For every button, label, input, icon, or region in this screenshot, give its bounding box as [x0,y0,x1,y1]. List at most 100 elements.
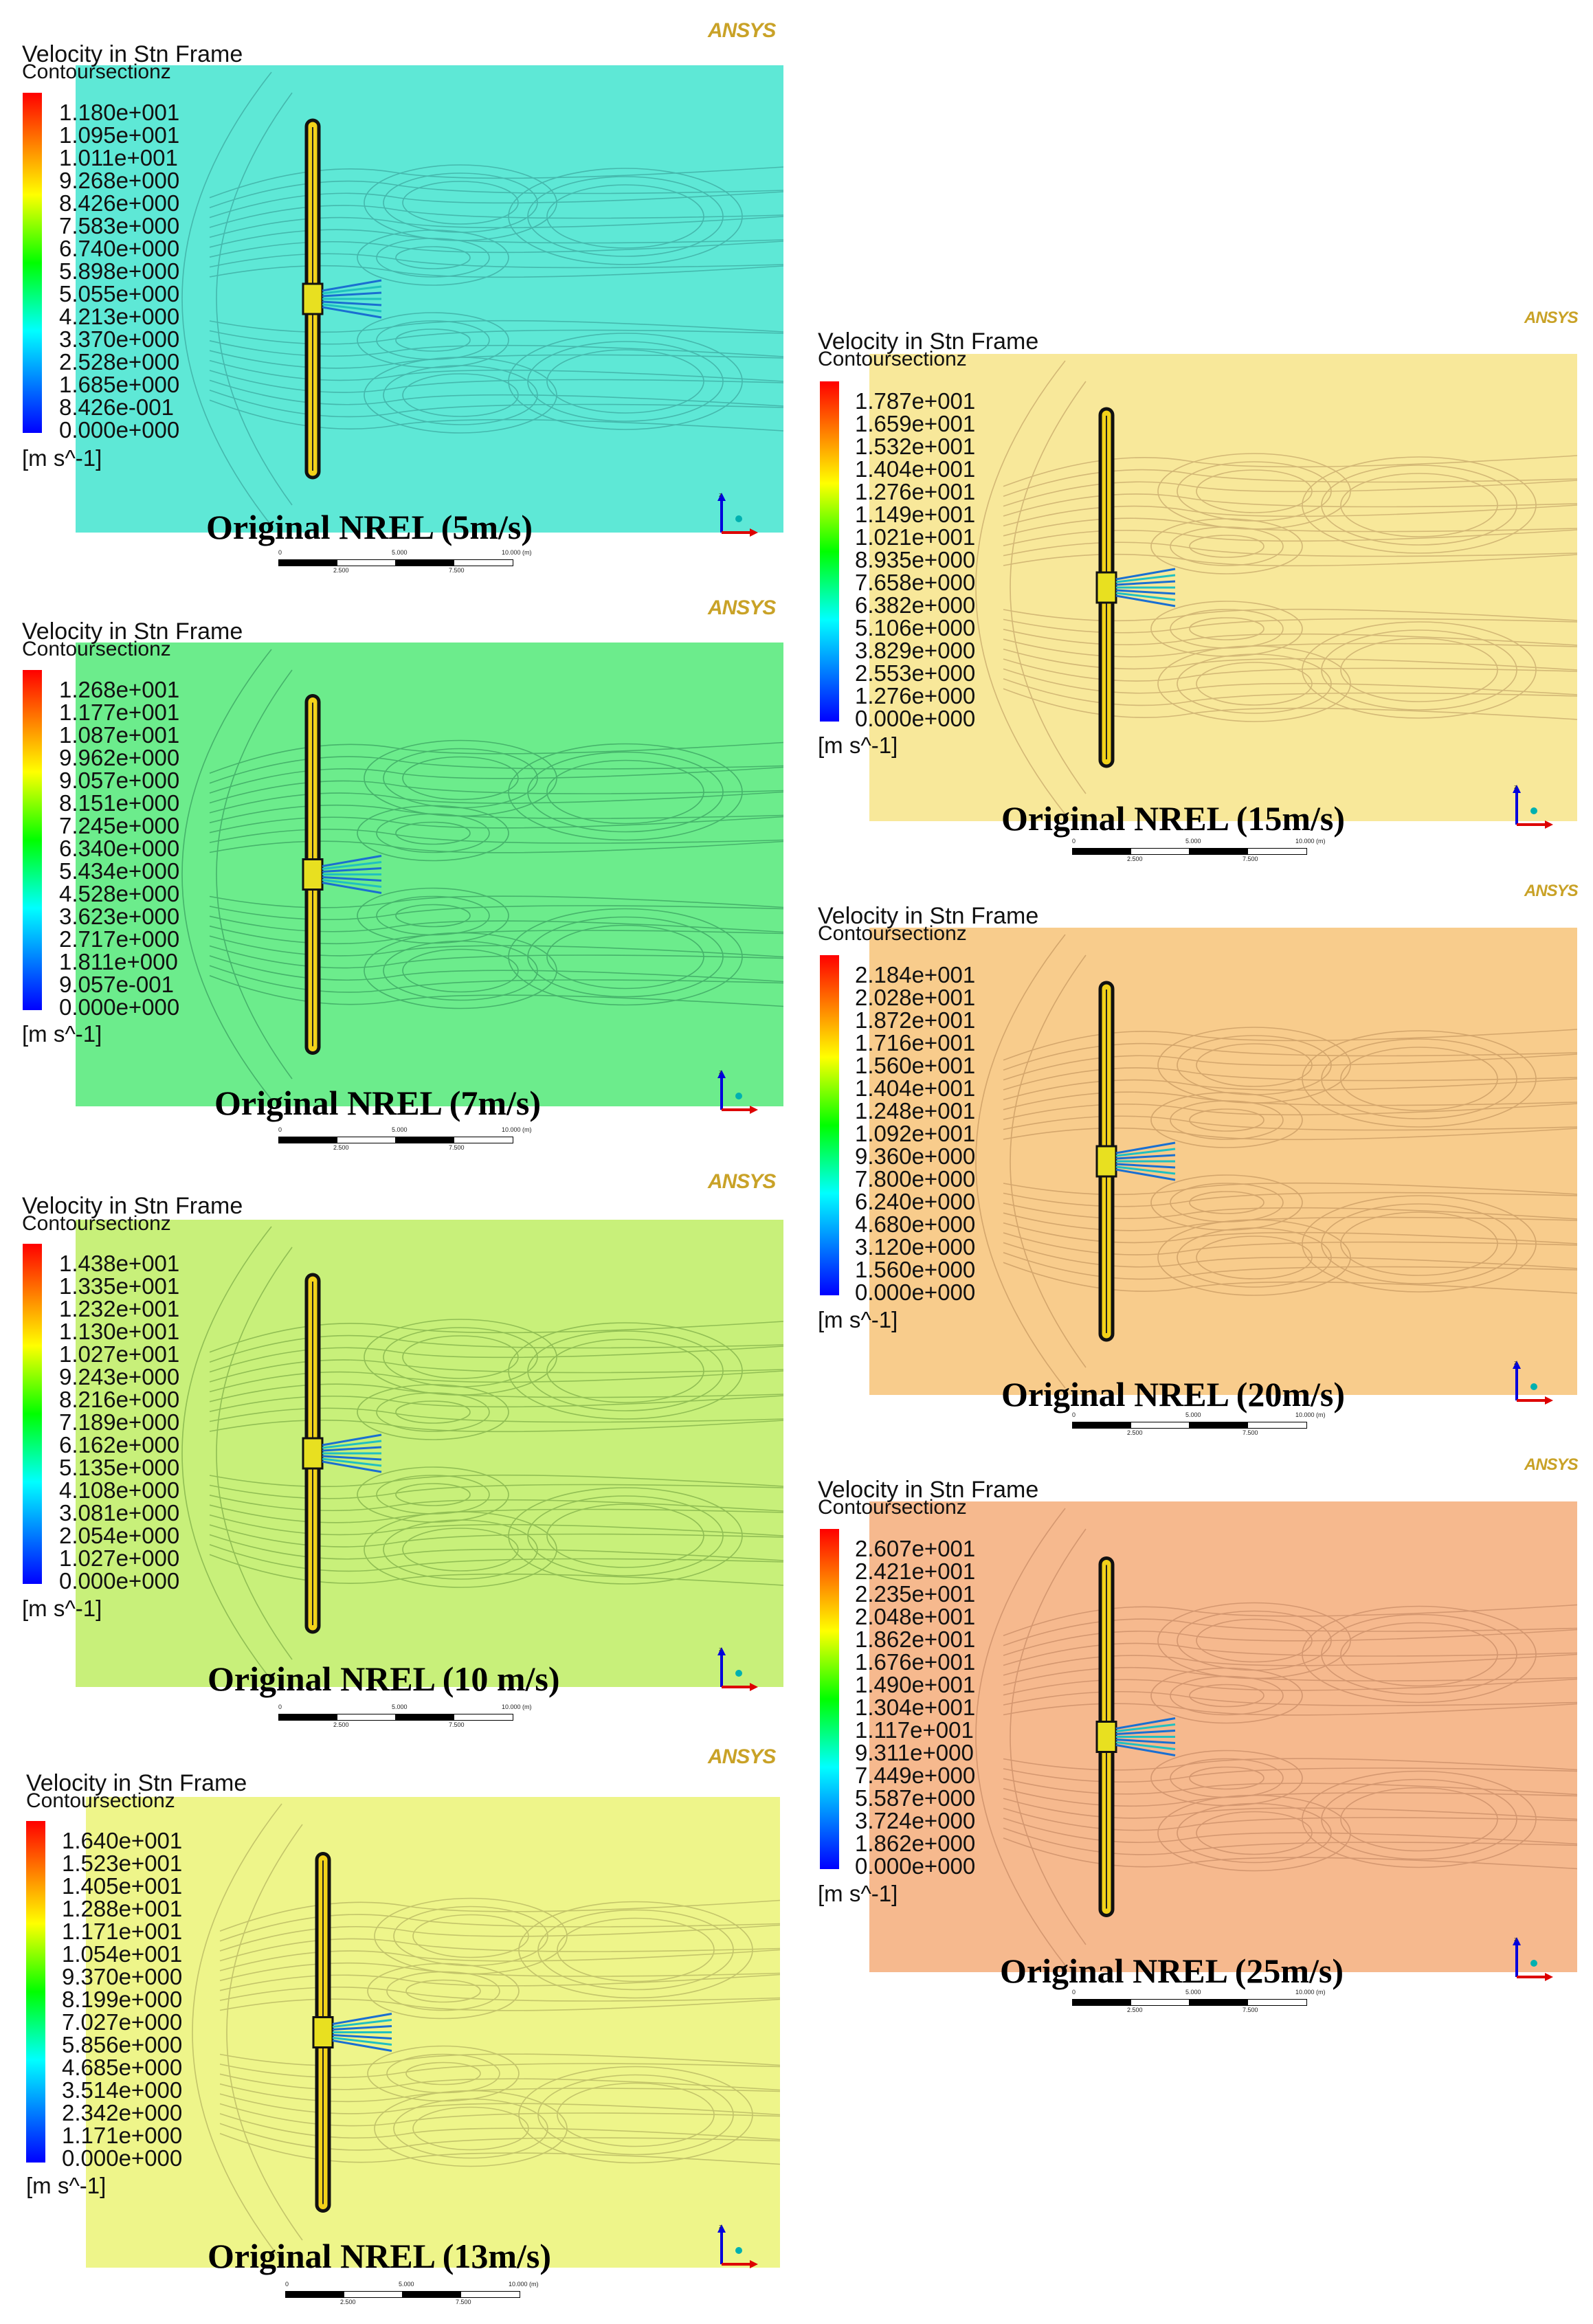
contour-loop [395,904,471,928]
contour-loop [1189,1108,1265,1132]
legend-tick-label: 1.087e+001 [59,722,180,748]
contour-line [209,828,783,844]
scale-bar-segment [1130,1422,1190,1429]
scale-bar: 0 5.000 10.000 (m) 2.500 7.500 [1072,1412,1347,1440]
axis-triad-icon: z [717,2223,758,2268]
velocity-contour-field [869,1501,1577,1972]
scale-bar-label: 5.000 [392,1703,408,1710]
header-title: Velocity in Stn Frame [22,618,243,645]
contour-line [209,253,783,269]
contour-loop [412,2106,529,2151]
scale-bar-segment [402,2291,462,2298]
velocity-contour-field [76,65,783,533]
panel-caption: Original NREL (5m/s) [206,508,533,546]
contour-line [209,1534,783,1561]
scale-bar-label: 2.500 [340,2299,356,2305]
contour-loop [518,1901,753,1999]
scale-bar-label: 7.500 [449,1721,465,1728]
contour-line [219,1949,780,1971]
legend-tick-label: 5.587e+000 [855,1785,976,1811]
contour-loop [508,333,743,430]
svg-text:z: z [719,2223,722,2230]
velocity-contour-field [86,1797,780,2268]
contour-loop [1321,1038,1517,1119]
legend-tick-label: 6.162e+000 [59,1432,180,1457]
contour-loop [546,1504,704,1568]
contour-loop [527,1330,724,1411]
scale-bar-segment [1072,1422,1132,1429]
contour-lines [76,65,783,533]
contour-line [1003,1078,1577,1101]
panel-caption: Original NREL (20m/s) [1001,1375,1346,1414]
contour-loop [367,1963,520,2020]
contour-line [209,1554,783,1586]
contour-line [216,92,293,506]
contour-line-group [181,649,783,1100]
contour-loop [1150,1667,1303,1724]
contour-line [219,1924,780,1952]
contour-line [1003,1758,1577,1771]
legend-tick-label: 1.438e+001 [59,1251,180,1276]
contour-line [209,1395,783,1412]
ansys-logo: ANSYS [1524,1455,1579,1474]
contour-line [209,370,783,393]
contour-loop [395,328,471,352]
legend-tick-label: 2.054e+000 [59,1523,180,1548]
contour-loop [1150,1092,1303,1148]
legend-tick-label: 8.151e+000 [59,790,180,816]
contour-line [1003,1115,1577,1131]
contour-line [1003,608,1577,622]
contour-line [1003,480,1577,507]
axis-triad-icon: z [717,1646,758,1691]
contour-line [219,2083,780,2103]
scale-bar-segment [1247,848,1307,855]
scale-bar-segment [460,2291,520,2298]
scale-bar-segment [1189,1422,1249,1429]
contour-line [209,915,783,933]
header-subtitle: Contoursectionz [818,1496,967,1519]
scale-bar-label: 10.000 (m) [502,549,532,556]
contour-loop [546,759,704,825]
contour-loop [1340,1787,1498,1852]
contour-line [209,1345,783,1373]
scale-bar-segment [1189,848,1249,855]
legend-tick-label: 1.027e+001 [59,1341,180,1367]
contour-line-group [975,360,1577,815]
contour-line [1003,1262,1577,1294]
contour-line [209,1544,783,1572]
contour-line [1003,529,1577,546]
contour-loop [1189,535,1265,558]
rotor-hub [1095,1141,1176,1181]
contour-loop [1302,621,1537,719]
contour-line [219,1986,780,2002]
contour-loop [1170,1758,1284,1798]
contour-line [1003,1678,1577,1696]
contour-line [209,1334,783,1363]
contour-line [975,360,1066,815]
scale-bar-label: 7.500 [456,2299,471,2305]
contour-loop [402,948,519,993]
contour-loop [1196,1811,1313,1855]
svg-text:z: z [1514,1359,1517,1366]
contour-loop [508,1322,743,1420]
axis-triad-icon: z [717,1069,758,1114]
legend-tick-label: 1.716e+001 [855,1030,976,1055]
legend-tick-label: 1.276e+001 [855,479,976,504]
scale-bar-segment [1130,1999,1190,2006]
contour-line [1003,1242,1577,1269]
contour-line [226,1824,303,2241]
contour-line [219,2073,780,2091]
contour-loop [395,246,471,269]
contour-line [209,1407,783,1423]
legend-tick-label: 7.245e+000 [59,813,180,838]
contour-line [209,359,783,382]
legend-tick-label: 0.000e+000 [59,1568,180,1594]
contour-loop [1150,1174,1303,1231]
scale-bar-label: 5.000 [392,1126,408,1133]
velocity-contour-field [76,643,783,1106]
contour-line [1003,618,1577,634]
scale-bar-segment [395,559,455,566]
legend-tick-label: 4.680e+000 [855,1211,976,1237]
scale-bar-label: 5.000 [392,549,408,556]
legend-tick-label: 1.092e+001 [855,1121,976,1146]
